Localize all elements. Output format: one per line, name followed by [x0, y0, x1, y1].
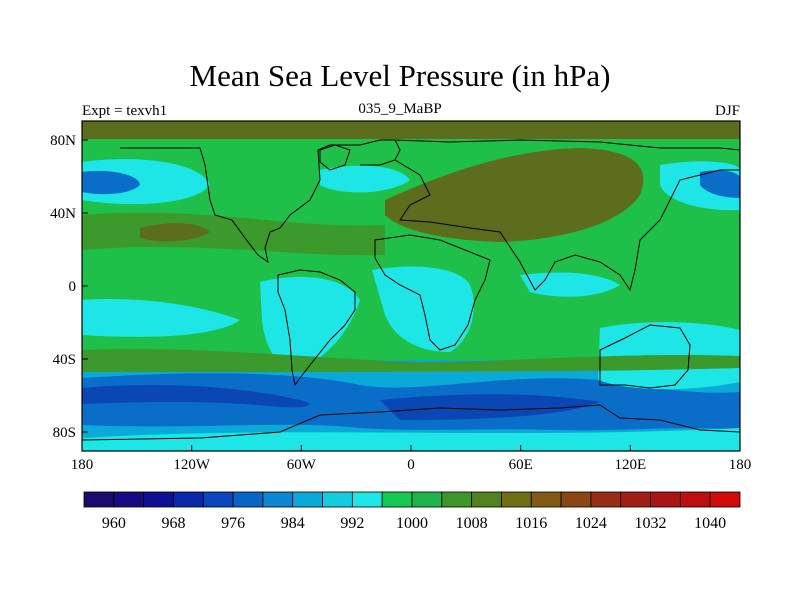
antarctic-cyan-edge — [82, 428, 740, 451]
contour-fill-layer — [82, 121, 740, 451]
colorbar-label: 1000 — [396, 515, 428, 532]
experiment-label: Expt = texvh1 — [82, 103, 168, 119]
colorbar-label: 992 — [340, 515, 364, 532]
colorbar-swatch — [620, 491, 651, 508]
africa-coast — [374, 234, 491, 351]
coastline-layer — [81, 139, 741, 441]
south-america-coast — [277, 269, 356, 387]
north-atlantic-cyan — [320, 165, 410, 193]
y-tick-label: 0 — [69, 279, 77, 295]
colorbar-swatch — [143, 491, 174, 508]
x-tick-label: 120E — [614, 457, 646, 473]
colorbar-swatch — [650, 491, 681, 508]
colorbar-label: 1008 — [456, 515, 488, 532]
colorbar-label: 1040 — [694, 515, 726, 532]
y-tick-label: 40S — [53, 352, 76, 368]
colorbar-swatch — [351, 491, 383, 508]
colorbar: 960 968 976 984 992 1000 1008 1016 1024 1032 1040 — [83, 491, 741, 532]
pacific-subtropical-high — [140, 223, 210, 242]
colorbar-swatch — [262, 491, 294, 508]
period-label: 035_9_MaBP — [358, 101, 442, 117]
australia-coast — [599, 324, 691, 389]
colorbar-swatch — [471, 491, 502, 508]
chart-title: Mean Sea Level Pressure (in hPa) — [189, 58, 611, 93]
southern-dark-blue-band — [82, 385, 600, 420]
southern-subtropical-band — [82, 348, 740, 372]
x-tick-label: 180 — [71, 457, 94, 473]
eurasian-high — [385, 148, 644, 242]
y-tick-label: 80S — [53, 425, 76, 441]
colorbar-swatch — [530, 491, 562, 508]
colorbar-swatch — [83, 491, 115, 508]
eurasia-coast — [394, 139, 741, 292]
colorbar-swatch — [411, 491, 443, 508]
colorbar-label: 976 — [221, 515, 245, 532]
y-tick-label: 40N — [50, 206, 76, 222]
x-tick-label: 0 — [407, 457, 415, 473]
subtropical-high-band — [82, 212, 385, 256]
x-tick-label: 120W — [173, 457, 211, 473]
colorbar-swatch — [202, 491, 234, 508]
x-tick-label: 60W — [287, 457, 317, 473]
arctic-high-band — [82, 121, 740, 139]
antarctica-coast — [81, 404, 741, 441]
colorbar-label: 960 — [102, 515, 126, 532]
colorbar-swatch — [232, 491, 264, 508]
greenland-coast — [319, 144, 351, 171]
colorbar-swatch — [501, 491, 532, 508]
equatorial-cyan-east — [520, 272, 620, 297]
x-tick-label: 60E — [509, 457, 533, 473]
colorbar-swatch — [322, 491, 353, 508]
x-tick-label: 180 — [729, 457, 752, 473]
colorbar-swatch — [113, 491, 145, 508]
africa-cyan — [372, 266, 474, 352]
colorbar-label: 1024 — [575, 515, 607, 532]
south-pacific-cyan — [82, 299, 240, 337]
axis-tick-layer: 180 120W 60W 0 60E 120E 180 80N 40N 0 40S 80S — [50, 133, 751, 473]
colorbar-swatch — [590, 491, 622, 508]
colorbar-label: 1032 — [635, 515, 667, 532]
colorbar-swatch — [441, 491, 473, 508]
colorbar-swatch — [292, 491, 323, 508]
colorbar-label: 984 — [281, 515, 305, 532]
colorbar-swatch — [560, 491, 592, 508]
y-tick-label: 80N — [50, 133, 76, 149]
season-label: DJF — [714, 103, 740, 119]
colorbar-label: 1016 — [515, 515, 547, 532]
colorbar-swatch — [679, 491, 711, 508]
colorbar-swatch — [709, 491, 741, 508]
south-atlantic-cyan — [260, 276, 360, 371]
north-pacific-cyan — [82, 159, 740, 211]
north-america-coast — [120, 139, 401, 264]
colorbar-swatch — [381, 491, 413, 508]
colorbar-label: 968 — [161, 515, 185, 532]
colorbar-swatch — [173, 491, 204, 508]
